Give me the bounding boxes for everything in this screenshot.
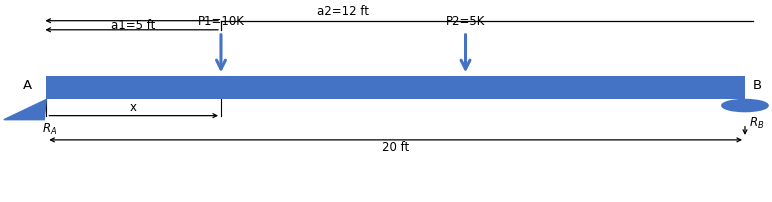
Bar <box>46 76 745 100</box>
Text: $R_B$: $R_B$ <box>749 116 764 131</box>
Polygon shape <box>4 100 46 120</box>
Circle shape <box>722 100 768 112</box>
Text: B: B <box>753 79 762 92</box>
Text: P1=10K: P1=10K <box>198 15 245 28</box>
Text: a1=5 ft: a1=5 ft <box>111 19 156 32</box>
Text: A: A <box>23 79 32 92</box>
Text: x: x <box>130 101 137 114</box>
Text: $R_A$: $R_A$ <box>42 122 58 137</box>
Text: a2=12 ft: a2=12 ft <box>317 5 369 18</box>
Text: 20 ft: 20 ft <box>382 141 409 154</box>
Text: P2=5K: P2=5K <box>445 15 486 28</box>
